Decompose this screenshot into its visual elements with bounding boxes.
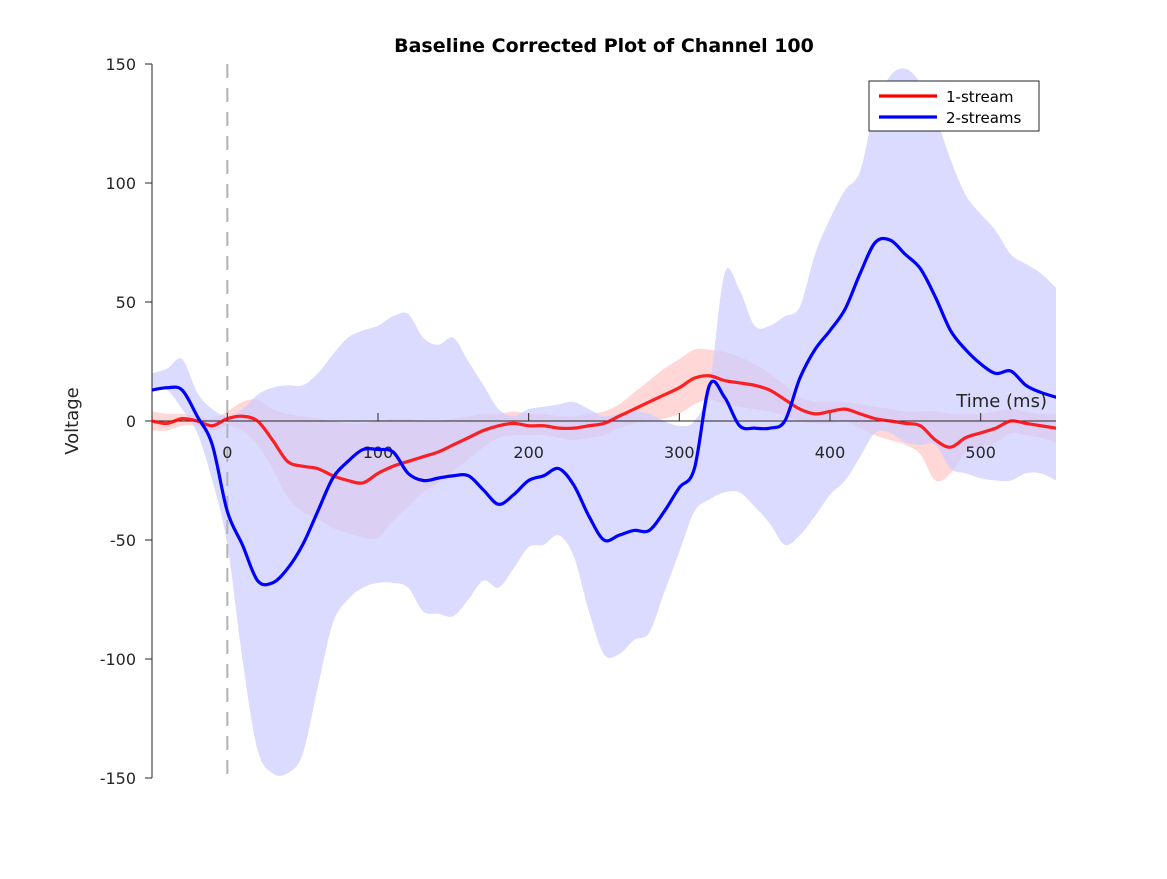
y-axis-label: Voltage [62,387,83,455]
legend-box [868,80,1040,132]
x-tick-label: 400 [815,443,846,462]
x-tick-label: 300 [664,443,695,462]
x-tick-label: 0 [222,443,232,462]
x-tick-label: 100 [363,443,394,462]
y-tick-label: -50 [110,531,136,550]
series-lines [152,236,1056,587]
y-tick-label: -100 [100,650,136,669]
series-line-2 [152,236,1056,587]
y-tick-label: 150 [105,55,136,74]
x-axis-label: Time (ms) [955,391,1047,412]
y-tick-label: -150 [100,769,136,788]
x-tick-label: 500 [965,443,996,462]
y-tick-label: 100 [105,174,136,193]
y-tick-label: 0 [126,412,136,431]
x-tick-label: 200 [513,443,544,462]
chart-title: Baseline Corrected Plot of Channel 100 [394,35,814,57]
legend-entry: 1-stream [946,88,1014,106]
legend-entry: 2-streams [946,109,1022,127]
series-line-1 [152,374,1056,485]
y-tick-label: 50 [116,293,136,312]
legend: 1-stream 2-streams [868,80,1040,132]
